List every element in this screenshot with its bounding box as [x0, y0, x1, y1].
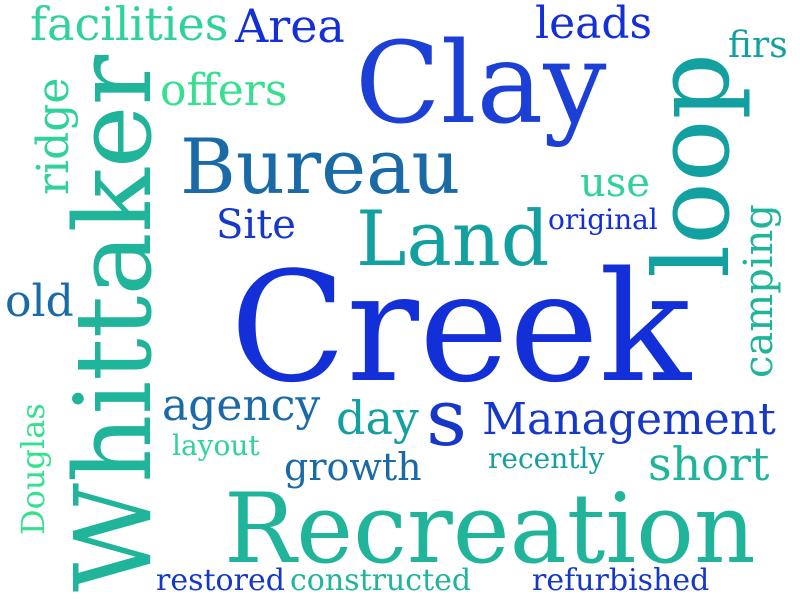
word-leads: leads	[535, 0, 652, 49]
word-site: Site	[216, 202, 296, 248]
word-layout: layout	[172, 429, 260, 462]
word-offers: offers	[160, 65, 287, 116]
word-constructed: constructed	[290, 563, 471, 598]
word-whittaker: Whittaker	[52, 55, 175, 592]
word-creek: Creek	[230, 239, 693, 416]
word-douglas: Douglas	[14, 403, 52, 535]
word-refurbished: refurbished	[532, 563, 709, 598]
word-land: Land	[356, 194, 549, 283]
word-clay: Clay	[355, 19, 607, 149]
word-management: Management	[482, 394, 776, 445]
word-recently: recently	[488, 442, 604, 475]
word-area: Area	[234, 0, 345, 53]
word-old: old	[5, 276, 74, 327]
word-growth: growth	[284, 445, 422, 489]
word-bureau: Bureau	[180, 122, 460, 211]
word-agency: agency	[162, 380, 320, 431]
word-ridge: ridge	[28, 78, 79, 195]
word-restored: restored	[156, 563, 285, 598]
word-firs: firs	[728, 25, 788, 66]
word-facilities: facilities	[30, 0, 228, 51]
word-original: original	[548, 203, 658, 236]
word-short: short	[648, 437, 770, 491]
word-use: use	[580, 160, 650, 206]
word-s: s	[426, 371, 467, 464]
word-day: day	[336, 391, 419, 445]
word-recreation: Recreation	[224, 473, 756, 585]
word-camping: camping	[736, 204, 782, 378]
word-loop: loop	[631, 53, 753, 278]
